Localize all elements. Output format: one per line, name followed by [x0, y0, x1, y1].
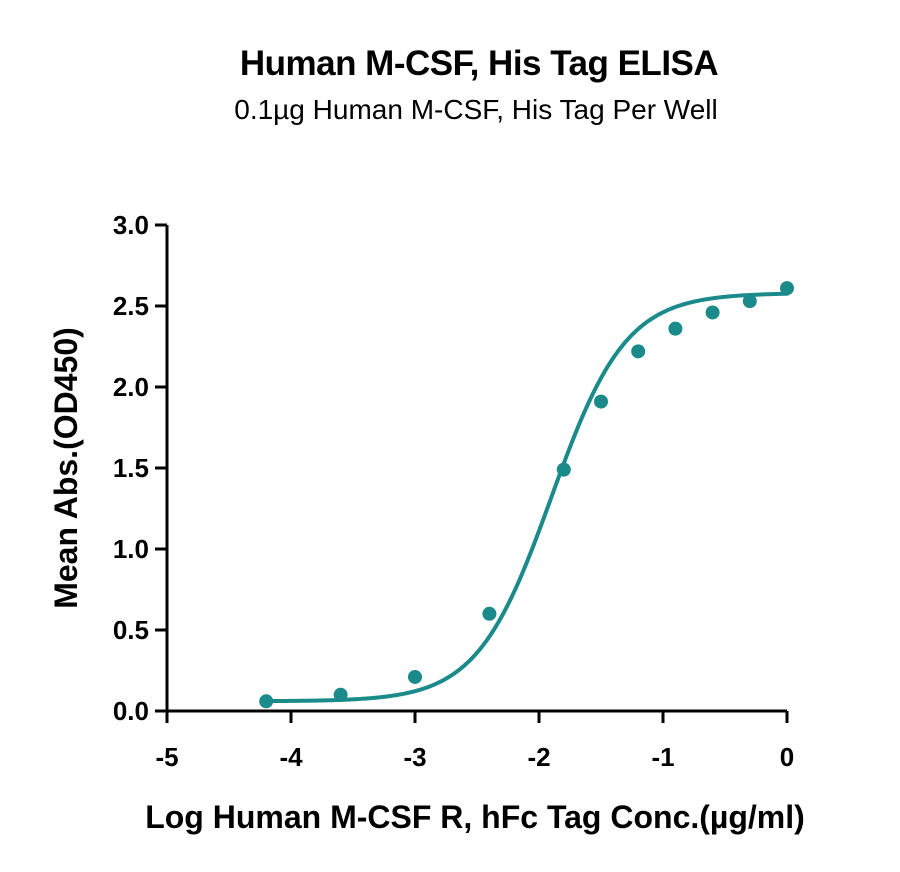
x-tick-label: -3	[403, 742, 426, 772]
data-point	[668, 321, 683, 336]
chart-subtitle: 0.1µg Human M-CSF, His Tag Per Well	[234, 94, 718, 125]
x-tick-label: -4	[279, 742, 303, 772]
data-point	[780, 281, 794, 296]
data-point	[482, 606, 497, 621]
y-tick-label: 3.0	[113, 210, 149, 240]
data-point	[594, 394, 608, 409]
y-tick-label: 1.5	[113, 453, 149, 483]
data-point	[259, 694, 274, 709]
x-tick-label: -5	[155, 742, 178, 772]
y-axis-title: Mean Abs.(OD450)	[48, 327, 84, 609]
fit-curve	[264, 291, 789, 704]
y-tick-label: 0.5	[113, 615, 149, 645]
y-tick-label: 1.0	[113, 534, 149, 564]
data-points	[259, 281, 794, 709]
data-point	[408, 669, 422, 684]
y-tick-label: 0.0	[113, 696, 149, 726]
x-tick-label: -2	[527, 742, 550, 772]
x-tick-label: 0	[780, 742, 794, 772]
chart-title: Human M-CSF, His Tag ELISA	[239, 44, 719, 83]
data-point	[333, 687, 348, 702]
data-point	[631, 344, 646, 359]
x-tick-label: -1	[651, 742, 674, 772]
data-point	[556, 462, 571, 477]
y-tick-label: 2.0	[113, 372, 149, 402]
fit-curve-layer	[264, 291, 789, 704]
axes: 0.0 0.5 1.0 1.5 2.0 2.5 3.0 -5 -4 -3 -2 -1 0	[113, 210, 794, 772]
x-axis-title: Log Human M-CSF R, hFc Tag Conc.(µg/ml)	[145, 799, 805, 835]
data-point	[742, 294, 757, 309]
data-point	[705, 305, 720, 320]
y-tick-label: 2.5	[113, 291, 149, 321]
